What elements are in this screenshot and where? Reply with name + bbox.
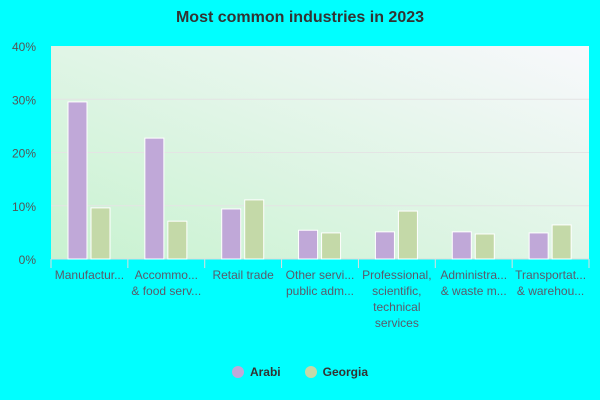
- legend-item: Georgia: [304, 365, 369, 379]
- bar-georgia: [90, 207, 111, 260]
- bar-georgia: [244, 199, 265, 260]
- legend-label: Arabi: [249, 365, 281, 379]
- x-tick-label: technical: [373, 300, 420, 314]
- bar-arabi: [374, 231, 395, 260]
- x-tick-label: Professional,: [362, 268, 431, 282]
- bar-georgia: [551, 224, 572, 260]
- bar-georgia: [167, 220, 188, 260]
- bar-arabi: [144, 137, 165, 260]
- y-tick-label: 0%: [19, 253, 37, 267]
- x-tick-label: & waste m...: [441, 284, 507, 298]
- x-tick-label: & food serv...: [131, 284, 201, 298]
- chart-title: Most common industries in 2023: [175, 9, 425, 26]
- legend: Arabi Georgia: [0, 365, 600, 379]
- y-tick-label: 10%: [12, 200, 36, 214]
- x-tick-label: Other servi...: [286, 268, 355, 282]
- legend-label: Georgia: [322, 365, 369, 379]
- bar-arabi: [298, 229, 319, 260]
- bar-arabi: [528, 232, 549, 260]
- bar-arabi: [67, 101, 88, 260]
- x-tick-label: services: [375, 316, 419, 330]
- bar-georgia: [474, 233, 495, 260]
- x-tick-label: Accommo...: [135, 268, 198, 282]
- legend-swatch: [231, 366, 244, 378]
- x-tick-label: & warehou...: [517, 284, 584, 298]
- y-tick-label: 40%: [12, 40, 36, 54]
- x-tick-label: Administra...: [440, 268, 507, 282]
- y-tick-label: 20%: [12, 147, 36, 161]
- bar-georgia: [321, 232, 342, 260]
- legend-item: Arabi: [231, 365, 281, 379]
- x-tick-label: Transportat...: [515, 268, 586, 282]
- x-tick-label: Manufactur...: [55, 268, 124, 282]
- y-tick-label: 30%: [12, 93, 36, 107]
- legend-swatch: [304, 366, 317, 378]
- bar-georgia: [397, 210, 418, 260]
- x-tick-label: Retail trade: [212, 268, 274, 282]
- bar-arabi: [221, 208, 242, 260]
- x-tick-label: scientific,: [372, 284, 421, 298]
- x-tick-label: public adm...: [286, 284, 354, 298]
- bar-arabi: [451, 231, 472, 260]
